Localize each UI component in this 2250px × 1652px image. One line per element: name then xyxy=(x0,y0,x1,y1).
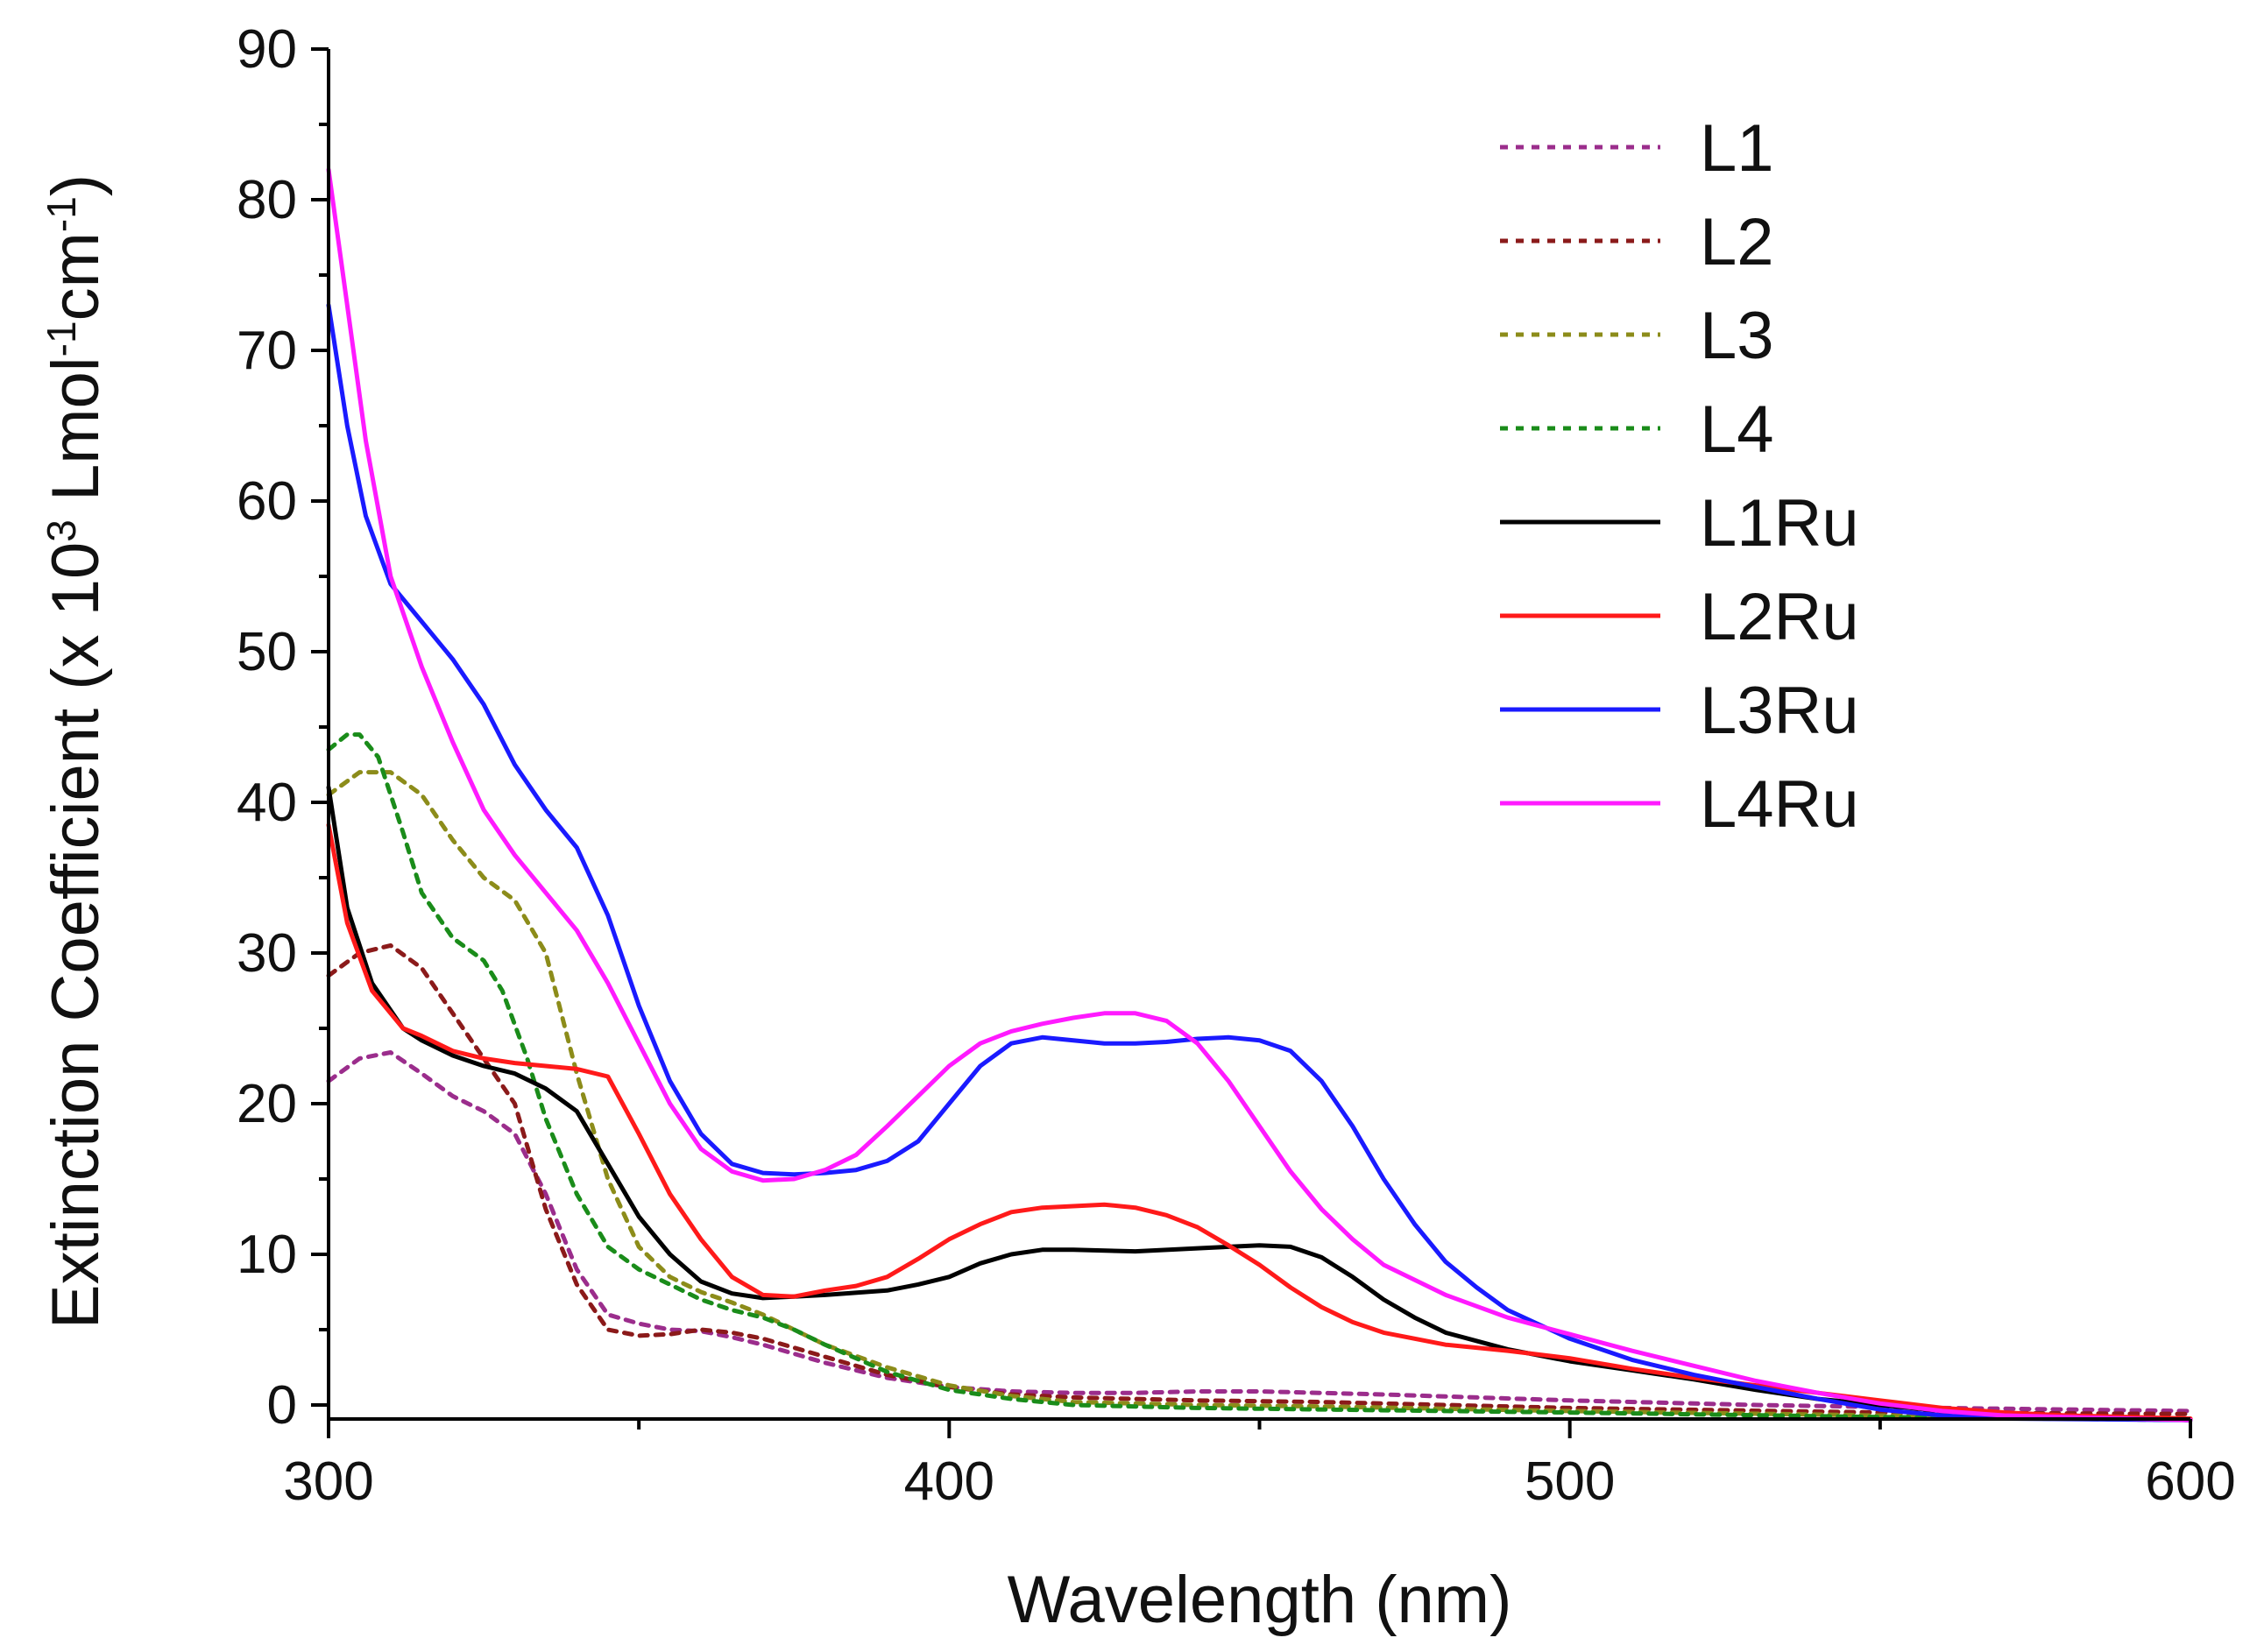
series-line-l1ru xyxy=(326,785,2193,1423)
x-tick-label: 500 xyxy=(1525,1451,1615,1512)
y-tick-label: 80 xyxy=(237,170,297,230)
y-axis-title-exp1: 3 xyxy=(39,519,84,542)
y-axis-title-prefix: Extinction Coefficient (x 10 xyxy=(39,542,113,1329)
series-line-l3ru xyxy=(326,302,2193,1423)
axes: 0 10 20 30 40 50 60 70 80 90 300 400 500 600 xyxy=(237,19,2236,1512)
y-axis-title-exp3: -1 xyxy=(39,196,84,232)
legend-label-l1ru: L1Ru xyxy=(1700,486,1859,561)
y-tick-label: 30 xyxy=(237,923,297,984)
y-tick-label: 60 xyxy=(237,471,297,532)
legend-label-l2: L2 xyxy=(1700,205,1774,279)
legend-label-l4ru: L4Ru xyxy=(1700,767,1859,842)
y-axis-title-exp2: -1 xyxy=(39,321,84,357)
y-tick-label: 10 xyxy=(237,1225,297,1285)
y-tick-label: 50 xyxy=(237,622,297,682)
x-tick-label: 600 xyxy=(2145,1451,2235,1512)
y-axis-title-mid2: cm xyxy=(39,232,113,321)
y-tick-label: 20 xyxy=(237,1074,297,1134)
y-tick-label: 0 xyxy=(267,1375,297,1436)
series-line-l1 xyxy=(326,1050,2193,1414)
x-tick-label: 400 xyxy=(904,1451,994,1512)
legend-label-l3: L3 xyxy=(1700,299,1774,373)
legend-label-l3ru: L3Ru xyxy=(1700,674,1859,748)
y-tick-label: 70 xyxy=(237,321,297,381)
series-layer xyxy=(326,167,2193,1423)
x-tick-label: 300 xyxy=(283,1451,373,1512)
y-axis-title-mid1: Lmol xyxy=(39,357,113,519)
series-line-l2 xyxy=(326,942,2193,1416)
legend-label-l2ru: L2Ru xyxy=(1700,580,1859,654)
y-axis-title: Extinction Coefficient (x 103 Lmol-1cm-1… xyxy=(39,174,113,1329)
series-line-l4ru xyxy=(326,167,2193,1423)
legend-label-l4: L4 xyxy=(1700,392,1774,467)
series-line-l2ru xyxy=(326,822,2193,1421)
series-line-l3 xyxy=(326,770,2193,1421)
y-tick-label: 90 xyxy=(237,19,297,80)
y-axis-title-suffix: ) xyxy=(39,174,113,196)
y-tick-label: 40 xyxy=(237,773,297,833)
legend-label-l1: L1 xyxy=(1700,111,1774,186)
x-axis-title: Wavelength (nm) xyxy=(1008,1563,1512,1637)
legend: L1 L2 L3 L4 L1Ru L2Ru L3Ru L4Ru xyxy=(1500,111,1859,842)
series-line-l4 xyxy=(326,732,2193,1423)
